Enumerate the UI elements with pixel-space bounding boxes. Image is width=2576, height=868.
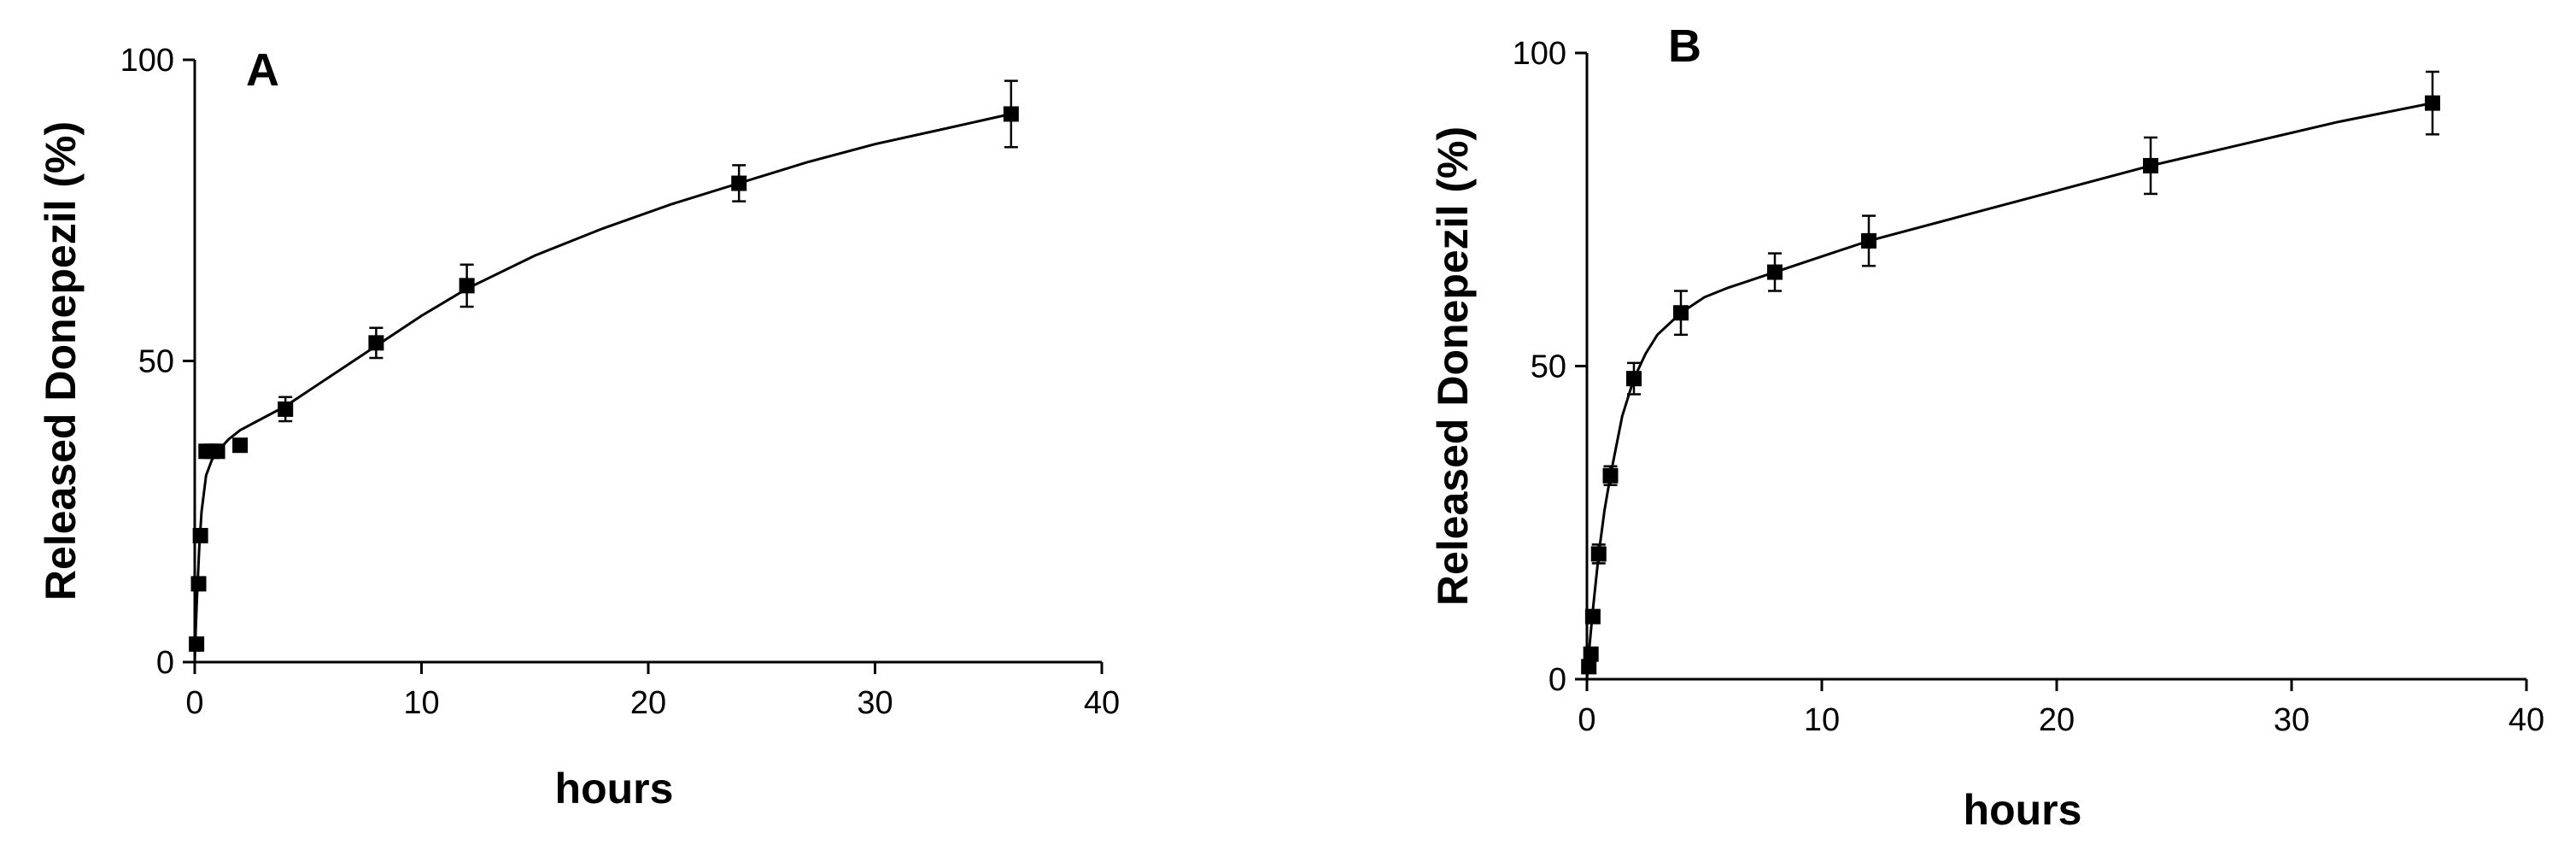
data-point — [1861, 232, 1876, 249]
x-tick-label: 20 — [2039, 702, 2075, 738]
data-point — [190, 576, 207, 592]
x-tick-label: 40 — [1084, 685, 1120, 721]
y-tick-label: 0 — [1549, 662, 1566, 698]
data-point — [1003, 106, 1019, 122]
axes: 0 10 20 30 40 0 50 100 — [120, 43, 1121, 721]
data-point — [2143, 157, 2158, 173]
marks — [189, 79, 1019, 663]
data-point — [1590, 546, 1607, 562]
data-point — [731, 175, 747, 191]
y-tick-label: 100 — [1513, 36, 1566, 72]
data-point — [1581, 659, 1597, 675]
data-point — [192, 527, 208, 543]
panel-label: B — [1668, 21, 1701, 72]
x-tick-label: 0 — [185, 685, 203, 721]
fit-curve — [193, 112, 1012, 663]
x-tick-label: 40 — [2509, 702, 2544, 738]
data-point — [189, 636, 205, 652]
data-point — [2425, 95, 2440, 111]
axes: 0 10 20 30 40 0 50 100 — [1513, 36, 2545, 738]
x-axis-label: hours — [1964, 786, 2082, 834]
panel-b: 0 10 20 30 40 0 50 100 B hours Released Donepez… — [1429, 21, 2544, 834]
data-point — [278, 401, 294, 417]
data-point — [209, 443, 225, 460]
y-tick-label: 50 — [138, 344, 174, 380]
data-point — [1673, 305, 1689, 321]
data-point — [1583, 646, 1599, 662]
y-tick-label: 0 — [156, 645, 174, 681]
panel-a: 0 10 20 30 40 0 50 100 A hours Released Donepez… — [37, 43, 1120, 812]
data-point — [459, 278, 475, 294]
data-point — [232, 437, 249, 454]
data-point — [1602, 467, 1619, 484]
x-tick-label: 30 — [2274, 702, 2310, 738]
data-point — [368, 335, 384, 351]
x-axis-label: hours — [555, 765, 674, 812]
y-axis-label: Released Donepezil (%) — [1429, 126, 1477, 606]
y-axis-label: Released Donepezil (%) — [37, 121, 85, 601]
y-tick-label: 100 — [120, 43, 174, 79]
data-point — [1767, 264, 1783, 280]
marks — [1581, 70, 2440, 680]
x-tick-label: 20 — [630, 685, 666, 721]
x-tick-label: 0 — [1578, 702, 1595, 738]
fit-curve — [1585, 102, 2433, 680]
x-tick-label: 10 — [1804, 702, 1840, 738]
y-tick-label: 50 — [1531, 349, 1566, 385]
x-tick-label: 10 — [403, 685, 439, 721]
x-tick-label: 30 — [857, 685, 893, 721]
data-point — [1584, 608, 1601, 625]
data-point — [1626, 371, 1642, 387]
panel-label: A — [246, 44, 279, 96]
